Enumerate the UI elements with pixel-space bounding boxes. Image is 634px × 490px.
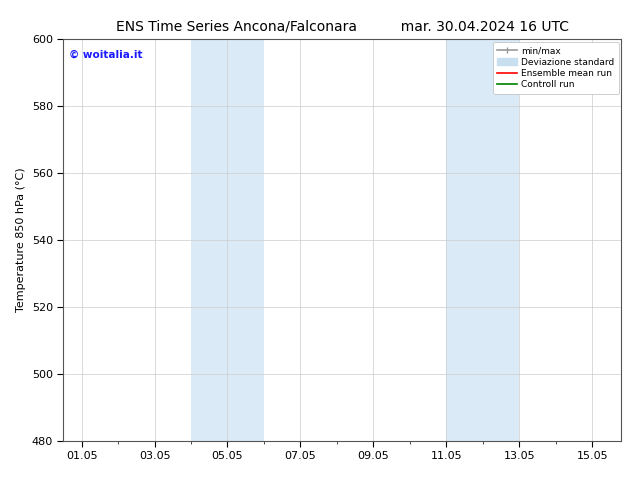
Bar (446, 39, 519, 441)
Legend: min/max, Deviazione standard, Ensemble mean run, Controll run: min/max, Deviazione standard, Ensemble m… (493, 42, 619, 94)
Text: © woitalia.it: © woitalia.it (69, 49, 143, 59)
Bar (191, 39, 264, 441)
Y-axis label: Temperature 850 hPa (°C): Temperature 850 hPa (°C) (16, 168, 26, 313)
Title: ENS Time Series Ancona/Falconara          mar. 30.04.2024 16 UTC: ENS Time Series Ancona/Falconara mar. 30… (116, 20, 569, 34)
